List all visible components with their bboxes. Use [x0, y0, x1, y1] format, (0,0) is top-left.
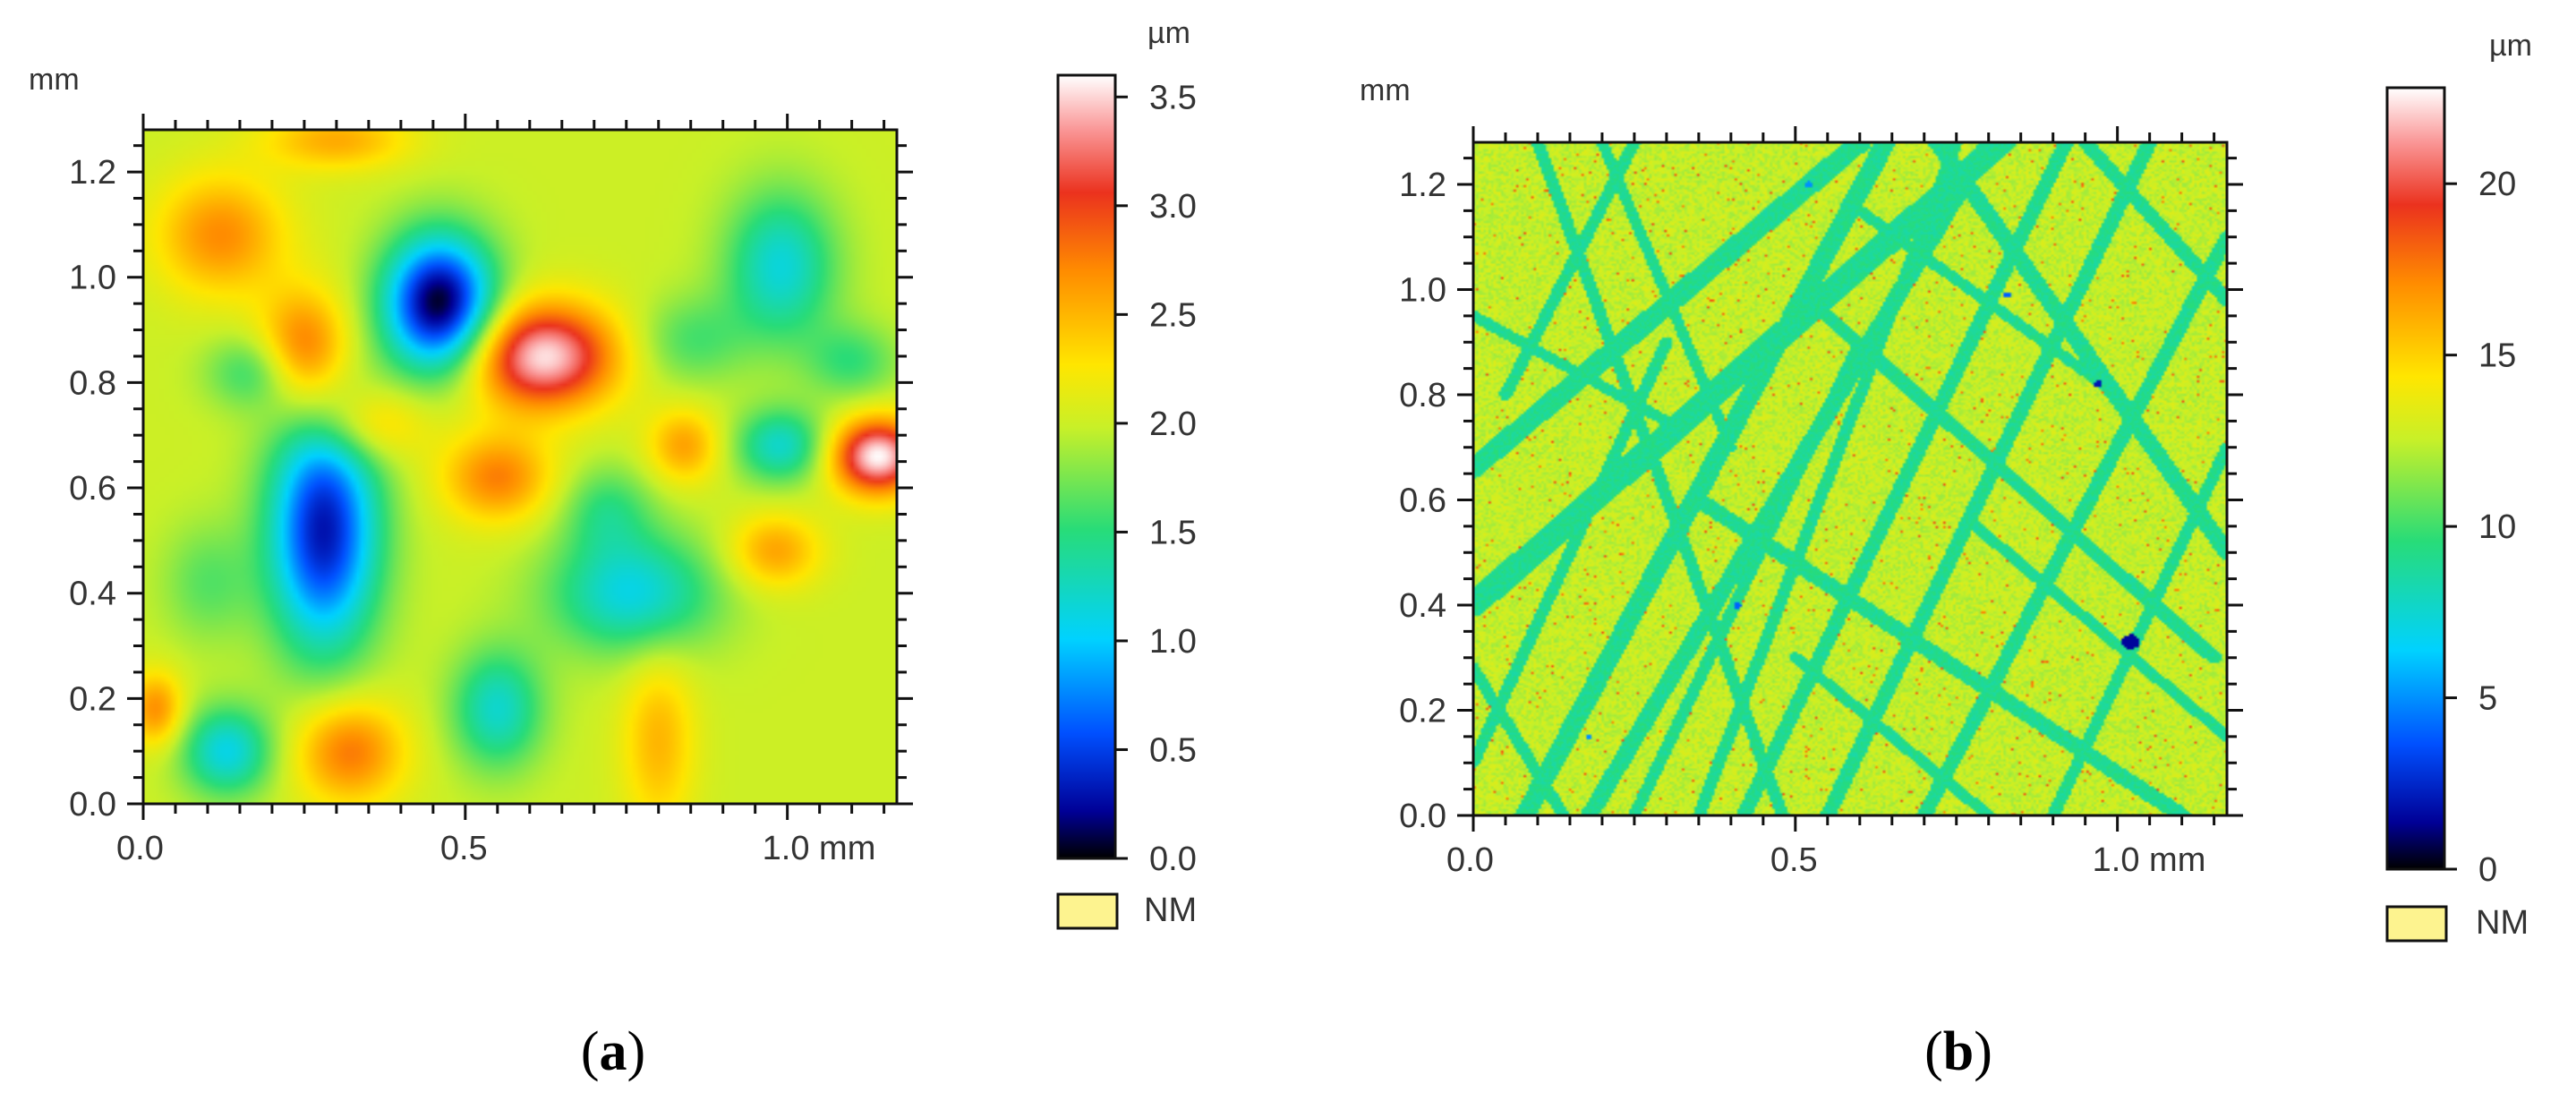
y-axis-unit: mm — [1360, 73, 1411, 107]
colorbar-tick-label: 15 — [2478, 337, 2516, 375]
y-tick-label: 1.0 — [69, 260, 116, 297]
minor-ticks — [127, 114, 913, 820]
y-tick-label: 0.2 — [1399, 693, 1446, 730]
y-axis-unit: mm — [29, 63, 80, 97]
x-tick-label: 1.0 mm — [763, 830, 876, 867]
colorbar-tick-label: 5 — [2478, 680, 2497, 718]
nm-label: NM — [1144, 892, 1197, 929]
caption-a: (a) — [580, 1021, 646, 1082]
x-tick-label: 0.5 — [440, 830, 488, 867]
y-tick-label: 0.0 — [69, 786, 116, 824]
colorbar-tick-label: 20 — [2478, 166, 2516, 203]
colorbar-tick-label: 2.0 — [1149, 405, 1197, 443]
plot-frame — [1471, 141, 2229, 817]
colorbar — [2385, 86, 2446, 871]
colorbar-tick-label: 0.0 — [1149, 841, 1197, 878]
heatmap-image — [143, 130, 897, 804]
x-tick-label: 0.0 — [1446, 841, 1494, 879]
colorbar-tick-label: 1.0 — [1149, 623, 1197, 661]
colorbar-tick-label: 10 — [2478, 508, 2516, 546]
colorbar-tick-label: 1.5 — [1149, 514, 1197, 551]
x-tick-label: 0.0 — [116, 830, 164, 867]
nm-swatch — [1056, 892, 1119, 930]
colorbar-ticks — [2444, 182, 2457, 871]
y-tick-label: 0.8 — [1399, 377, 1446, 414]
colorbar-unit: µm — [1147, 16, 1190, 50]
y-tick-label: 0.6 — [69, 470, 116, 508]
y-tick-label: 0.4 — [69, 576, 116, 613]
colorbar — [1056, 73, 1117, 860]
y-tick-label: 0.0 — [1399, 798, 1446, 835]
colorbar-tick-label: 2.5 — [1149, 296, 1197, 334]
plot-frame — [141, 128, 899, 806]
minor-ticks — [1457, 126, 2243, 832]
heatmap-image — [1473, 142, 2227, 815]
colorbar-tick-label: 0.5 — [1149, 731, 1197, 769]
x-tick-label: 0.5 — [1770, 841, 1818, 879]
colorbar-unit: µm — [2489, 29, 2532, 63]
nm-swatch — [2385, 905, 2448, 943]
y-tick-label: 0.4 — [1399, 587, 1446, 625]
panel-b: mm µm NM 0.0 0.2 0.4 0.6 0.8 1.0 1.2 0.0 0.5 1.0 … — [1288, 0, 2576, 1118]
chart-a: mm µm NM 0.0 0.2 0.4 0.6 0.8 1.0 1.2 0.0 0.5 1.0 … — [29, 16, 1197, 930]
caption-b: (b) — [1924, 1021, 1992, 1082]
nm-label: NM — [2476, 904, 2529, 942]
colorbar-tick-label: 3.5 — [1149, 79, 1197, 116]
colorbar-tick-label: 3.0 — [1149, 188, 1197, 226]
y-tick-label: 1.2 — [1399, 166, 1446, 204]
colorbar-tick-label: 0 — [2478, 851, 2497, 889]
y-tick-label: 0.8 — [69, 364, 116, 402]
panel-a: mm µm NM 0.0 0.2 0.4 0.6 0.8 1.0 1.2 0.0 0.5 1.0 … — [29, 16, 1197, 1082]
colorbar-ticks — [1115, 95, 1128, 860]
x-tick-label: 1.0 mm — [2093, 841, 2206, 879]
y-tick-label: 1.0 — [1399, 272, 1446, 310]
y-tick-label: 0.6 — [1399, 482, 1446, 520]
y-tick-label: 1.2 — [69, 154, 116, 192]
chart-b: mm µm NM 0.0 0.2 0.4 0.6 0.8 1.0 1.2 0.0 0.5 1.0 … — [1360, 29, 2532, 943]
y-tick-label: 0.2 — [69, 680, 116, 718]
